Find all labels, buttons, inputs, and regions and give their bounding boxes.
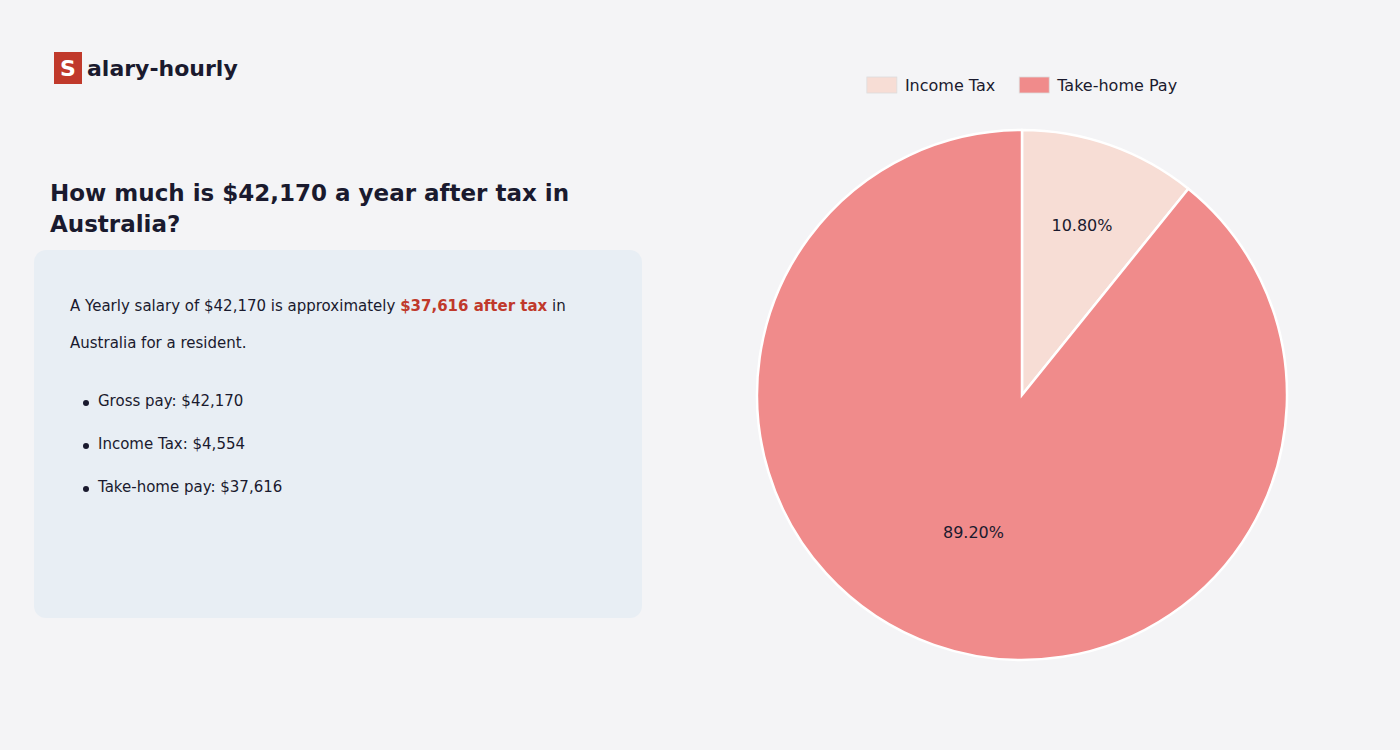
bullet-text: Gross pay: $42,170 (98, 392, 243, 410)
bullet (83, 443, 89, 449)
bullet (83, 400, 89, 406)
bullet-text: Take-home pay: $37,616 (97, 478, 282, 496)
text-panel: Salary-hourly How much is $42,170 a year … (34, 52, 642, 618)
background (0, 0, 1400, 750)
box-text: A Yearly salary of $42,170 is approximat… (70, 297, 400, 315)
box-text: in (547, 297, 565, 315)
legend: Income Tax Take-home Pay (867, 76, 1177, 95)
bullet-text: Income Tax: $4,554 (98, 435, 245, 453)
legend-label: Income Tax (905, 76, 995, 95)
legend-item: Take-home Pay (1019, 76, 1177, 95)
title: How much is $42,170 a year after tax inA… (50, 180, 569, 237)
chart: Salary-hourly How much is $42,170 a year … (0, 0, 1400, 750)
bullet (83, 486, 89, 492)
logo-box (54, 52, 82, 84)
legend-swatch (1019, 77, 1049, 93)
logo-text: alary-hourly (87, 56, 238, 81)
pie (757, 130, 1287, 660)
info-box (34, 250, 642, 618)
logo-letter: S (60, 56, 76, 81)
data-labels: 10.80% 89.20% (943, 216, 1112, 542)
data-label: 89.20% (943, 523, 1004, 542)
data-label: 10.80% (1051, 216, 1112, 235)
legend-swatch (867, 77, 897, 93)
legend-item: Income Tax (867, 76, 995, 95)
box-text: Australia for a resident. (70, 334, 246, 352)
pie-slice (757, 130, 1287, 660)
highlight-text: $37,616 after tax (400, 297, 547, 315)
legend-label: Take-home Pay (1056, 76, 1177, 95)
